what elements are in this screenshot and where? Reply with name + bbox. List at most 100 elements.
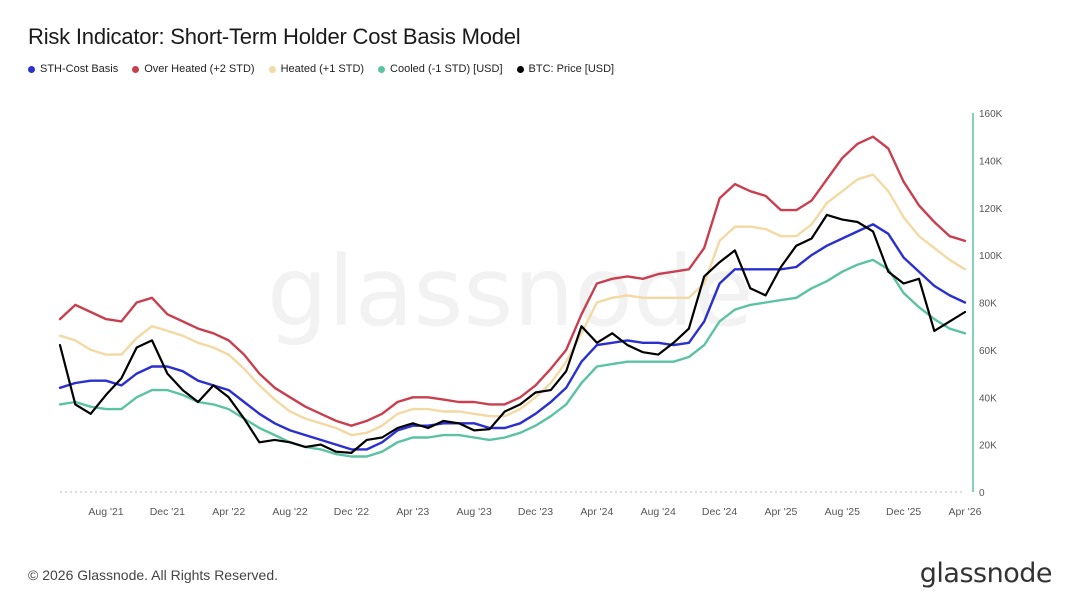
data-point-over-heated-2-std <box>458 401 460 403</box>
data-point-heated-1-std <box>412 408 414 410</box>
data-point-sth-cost-basis <box>381 441 383 444</box>
series-line-heated-1-std[interactable] <box>58 173 967 437</box>
data-point-cooled-1-std-usd <box>688 356 690 358</box>
legend-item-cooled[interactable]: Cooled (-1 STD) [USD] <box>378 63 503 75</box>
series-line-btc-price-usd[interactable] <box>58 213 967 454</box>
data-point-sth-cost-basis <box>442 422 445 425</box>
data-point-sth-cost-basis <box>626 339 629 342</box>
data-point-heated-1-std <box>289 410 291 413</box>
legend-item-btc-price[interactable]: BTC: Price [USD] <box>516 63 614 75</box>
y-tick-label: 120K <box>979 204 1003 215</box>
data-point-sth-cost-basis <box>856 230 859 233</box>
data-point-heated-1-std <box>320 422 322 425</box>
data-point-cooled-1-std-usd <box>504 436 506 439</box>
y-tick-label: 0 <box>979 488 985 499</box>
series-line-over-heated-2-std[interactable] <box>58 135 967 427</box>
data-point-cooled-1-std-usd <box>273 434 276 436</box>
data-point-cooled-1-std-usd <box>320 448 322 451</box>
data-point-btc-price-usd <box>749 287 752 290</box>
legend-marker <box>516 65 524 73</box>
data-point-heated-1-std <box>227 353 230 356</box>
x-tick-label: Aug '25 <box>825 506 860 518</box>
series-line-cooled-1-std-usd[interactable] <box>58 258 967 458</box>
data-point-btc-price-usd <box>672 342 675 344</box>
data-point-over-heated-2-std <box>795 209 798 211</box>
data-point-sth-cost-basis <box>105 379 107 382</box>
legend-label: Cooled (-1 STD) [USD] <box>390 63 503 75</box>
data-point-over-heated-2-std <box>519 396 521 399</box>
data-point-heated-1-std <box>718 240 721 242</box>
data-point-btc-price-usd <box>642 351 644 354</box>
data-point-cooled-1-std-usd <box>488 439 491 441</box>
data-point-heated-1-std <box>626 294 629 297</box>
data-point-over-heated-2-std <box>764 195 767 197</box>
copyright-footer: © 2026 Glassnode. All Rights Reserved. <box>28 567 279 583</box>
data-point-cooled-1-std-usd <box>442 434 445 436</box>
data-point-over-heated-2-std <box>350 424 353 427</box>
data-point-btc-price-usd <box>795 244 798 247</box>
data-point-btc-price-usd <box>565 370 567 373</box>
data-point-heated-1-std <box>166 330 169 332</box>
data-point-btc-price-usd <box>519 403 521 406</box>
x-tick-label: Dec '25 <box>886 506 921 518</box>
data-point-over-heated-2-std <box>473 401 476 403</box>
data-point-sth-cost-basis <box>902 256 905 259</box>
legend-item-heated[interactable]: Heated (+1 STD) <box>268 63 364 75</box>
y-tick-label: 140K <box>979 156 1003 167</box>
data-point-heated-1-std <box>427 408 429 410</box>
data-point-over-heated-2-std <box>872 135 874 138</box>
data-point-sth-cost-basis <box>872 223 874 226</box>
data-point-over-heated-2-std <box>964 240 966 242</box>
data-point-cooled-1-std-usd <box>918 306 920 309</box>
data-point-over-heated-2-std <box>504 403 506 406</box>
x-tick-label: Dec '24 <box>702 506 737 518</box>
data-point-sth-cost-basis <box>89 379 92 382</box>
data-point-cooled-1-std-usd <box>519 432 521 434</box>
data-point-over-heated-2-std <box>181 320 184 323</box>
series-line-sth-cost-basis[interactable] <box>58 223 967 451</box>
data-point-heated-1-std <box>381 424 383 427</box>
data-point-cooled-1-std-usd <box>872 259 874 261</box>
data-point-over-heated-2-std <box>688 268 690 271</box>
data-point-cooled-1-std-usd <box>580 382 583 384</box>
data-point-heated-1-std <box>120 353 123 356</box>
data-point-over-heated-2-std <box>396 401 399 403</box>
data-point-btc-price-usd <box>948 320 951 323</box>
data-point-cooled-1-std-usd <box>335 453 337 455</box>
data-point-heated-1-std <box>504 415 506 418</box>
data-point-heated-1-std <box>366 432 368 434</box>
data-point-sth-cost-basis <box>289 429 291 432</box>
data-point-btc-price-usd <box>826 214 828 216</box>
data-point-heated-1-std <box>396 413 399 415</box>
data-point-heated-1-std <box>918 235 920 237</box>
data-point-heated-1-std <box>197 342 199 344</box>
data-point-sth-cost-basis <box>197 379 199 382</box>
data-point-btc-price-usd <box>473 429 476 432</box>
data-point-cooled-1-std-usd <box>672 360 675 363</box>
legend-item-sth-cost-basis[interactable]: STH-Cost Basis <box>28 63 118 75</box>
data-point-sth-cost-basis <box>181 370 184 373</box>
data-point-over-heated-2-std <box>918 204 920 207</box>
data-point-btc-price-usd <box>135 346 138 349</box>
data-point-cooled-1-std-usd <box>795 297 798 299</box>
data-point-sth-cost-basis <box>718 282 721 285</box>
data-point-over-heated-2-std <box>197 327 199 330</box>
data-point-sth-cost-basis <box>366 448 368 451</box>
y-tick-label: 160K <box>979 109 1003 120</box>
data-point-over-heated-2-std <box>856 143 859 145</box>
data-point-sth-cost-basis <box>688 342 690 344</box>
data-point-sth-cost-basis <box>596 344 598 346</box>
data-point-btc-price-usd <box>320 443 322 446</box>
data-point-heated-1-std <box>74 339 77 342</box>
data-point-heated-1-std <box>304 417 307 420</box>
data-point-over-heated-2-std <box>749 190 752 192</box>
data-point-btc-price-usd <box>703 275 705 278</box>
legend-label: Over Heated (+2 STD) <box>144 63 255 75</box>
data-point-btc-price-usd <box>350 452 353 454</box>
data-point-over-heated-2-std <box>826 178 828 181</box>
data-point-sth-cost-basis <box>657 342 659 344</box>
legend-item-over-heated[interactable]: Over Heated (+2 STD) <box>132 63 255 75</box>
data-point-btc-price-usd <box>657 353 659 356</box>
data-point-cooled-1-std-usd <box>933 318 936 320</box>
